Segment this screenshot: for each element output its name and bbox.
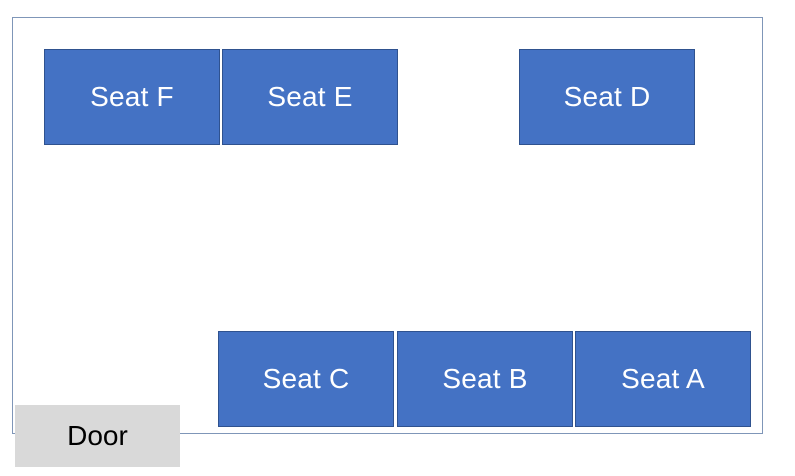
seat-b-label: Seat B [442, 363, 528, 394]
seat-f[interactable]: Seat F [44, 49, 220, 145]
seat-a-label: Seat A [621, 363, 705, 394]
seat-d-label: Seat D [563, 81, 651, 112]
seat-f-label: Seat F [90, 81, 174, 112]
seat-e[interactable]: Seat E [222, 49, 398, 145]
door[interactable]: Door [15, 405, 180, 467]
seat-c[interactable]: Seat C [218, 331, 394, 427]
seat-d[interactable]: Seat D [519, 49, 695, 145]
seat-a[interactable]: Seat A [575, 331, 751, 427]
seat-e-label: Seat E [267, 81, 353, 112]
door-label: Door [67, 420, 128, 451]
seat-b[interactable]: Seat B [397, 331, 573, 427]
seat-c-label: Seat C [262, 363, 350, 394]
